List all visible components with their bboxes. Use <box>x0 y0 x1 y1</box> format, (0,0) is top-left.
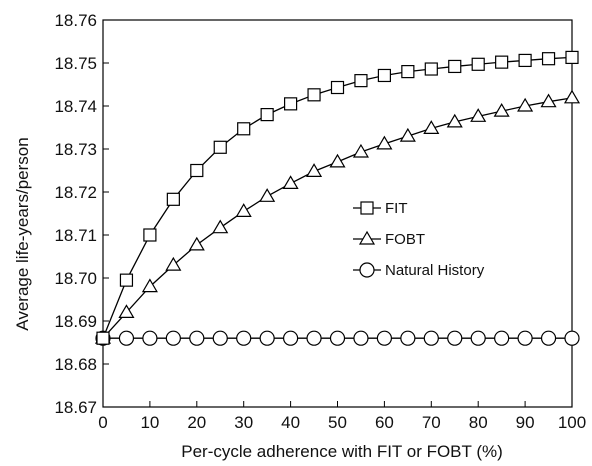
y-tick-label: 18.71 <box>54 226 97 245</box>
data-point-fobt <box>423 120 440 134</box>
x-tick-label: 90 <box>516 413 535 432</box>
y-tick-label: 18.68 <box>54 355 97 374</box>
data-point-fit <box>518 53 532 68</box>
data-point-natural-history <box>118 330 135 346</box>
data-point-fit <box>190 163 204 178</box>
data-point-fit <box>166 192 180 206</box>
data-point-natural-history <box>236 330 252 346</box>
data-point-natural-history <box>517 330 533 346</box>
x-tick-label: 70 <box>422 413 441 432</box>
data-point-fit <box>354 74 368 88</box>
data-point-fobt <box>329 153 346 168</box>
data-point-natural-history <box>306 330 322 346</box>
x-tick-label: 100 <box>558 413 586 432</box>
data-point-natural-history <box>564 330 580 346</box>
data-point-fit <box>377 68 391 83</box>
x-tick-label: 50 <box>328 413 347 432</box>
data-point-fobt <box>517 97 534 112</box>
x-tick-label: 20 <box>187 413 206 432</box>
data-point-fobt <box>470 108 487 122</box>
data-point-fobt <box>165 256 182 271</box>
x-tick-label: 80 <box>469 413 488 432</box>
legend-marker-natural-history <box>359 262 375 278</box>
y-tick-label: 18.74 <box>54 97 97 116</box>
data-point-natural-history <box>376 330 392 346</box>
y-axis-title: Average life-years/person <box>13 137 32 330</box>
y-tick-label: 18.69 <box>54 312 97 331</box>
data-point-fobt <box>235 203 252 217</box>
data-point-natural-history <box>423 330 439 346</box>
legend: FIT FOBT Natural History <box>353 200 485 279</box>
data-point-fit <box>541 52 556 66</box>
legend-label-fit: FIT <box>385 200 408 217</box>
data-point-fobt <box>306 163 323 177</box>
data-point-natural-history <box>400 330 416 346</box>
data-point-fobt <box>563 89 581 104</box>
legend-marker-fit <box>360 201 374 215</box>
x-tick-label: 30 <box>234 413 253 432</box>
data-point-fit <box>213 140 227 154</box>
x-tick-label: 10 <box>140 413 159 432</box>
y-tick-label: 18.67 <box>54 398 97 417</box>
data-point-fit <box>330 80 345 95</box>
y-tick-label: 18.76 <box>54 11 97 30</box>
data-point-fit <box>565 50 579 65</box>
data-point-fobt <box>399 127 416 142</box>
x-tick-label: 40 <box>281 413 300 432</box>
data-point-fit <box>237 122 251 136</box>
x-tick-label: 60 <box>375 413 394 432</box>
legend-marker-fobt <box>358 230 376 245</box>
data-point-natural-history <box>142 330 158 346</box>
data-point-fit <box>495 55 509 69</box>
data-point-fit <box>424 62 438 76</box>
data-point-fobt <box>259 188 276 202</box>
data-point-natural-history <box>470 330 486 346</box>
data-point-fobt <box>493 102 510 117</box>
data-point-fit <box>119 273 134 287</box>
data-point-fobt <box>376 135 393 150</box>
plot-frame <box>102 19 573 408</box>
data-point-fit <box>260 107 274 122</box>
y-tick-label: 18.70 <box>54 269 97 288</box>
data-point-fit <box>143 228 157 242</box>
data-point-fit <box>401 64 415 79</box>
data-point-fit <box>284 97 298 111</box>
series-line-fobt <box>102 97 573 339</box>
y-tick-label: 18.73 <box>54 140 97 159</box>
data-point-fobt <box>118 304 135 318</box>
data-point-fit <box>96 331 110 345</box>
legend-label-fobt: FOBT <box>385 231 425 248</box>
data-point-fobt <box>282 175 299 189</box>
data-point-natural-history <box>540 330 557 346</box>
x-tick-label: 0 <box>98 413 107 432</box>
data-point-natural-history <box>165 330 181 346</box>
data-point-natural-history <box>494 330 510 346</box>
legend-label-natural-history: Natural History <box>385 262 485 279</box>
data-point-natural-history <box>212 330 228 346</box>
y-tick-label: 18.75 <box>54 54 97 73</box>
data-point-fobt <box>188 236 205 251</box>
data-point-natural-history <box>283 330 299 346</box>
data-point-fobt <box>446 113 463 128</box>
plot-area: 18.67 18.68 18.69 18.70 18.71 18.72 18.73 18.74… <box>54 11 586 432</box>
data-point-natural-history <box>447 330 463 346</box>
data-point-natural-history <box>353 330 369 346</box>
x-axis-title: Per-cycle adherence with FIT or FOBT (%) <box>181 442 503 461</box>
data-point-natural-history <box>329 330 346 346</box>
data-point-fobt <box>540 93 557 108</box>
data-point-natural-history <box>189 330 205 346</box>
data-point-fit <box>448 59 462 74</box>
y-tick-label: 18.72 <box>54 183 97 202</box>
data-point-fobt <box>141 278 158 293</box>
data-point-fobt <box>212 219 229 234</box>
data-point-fit <box>307 88 321 102</box>
data-point-fit <box>471 57 485 71</box>
data-point-natural-history <box>259 330 275 346</box>
data-point-fobt <box>352 143 369 158</box>
